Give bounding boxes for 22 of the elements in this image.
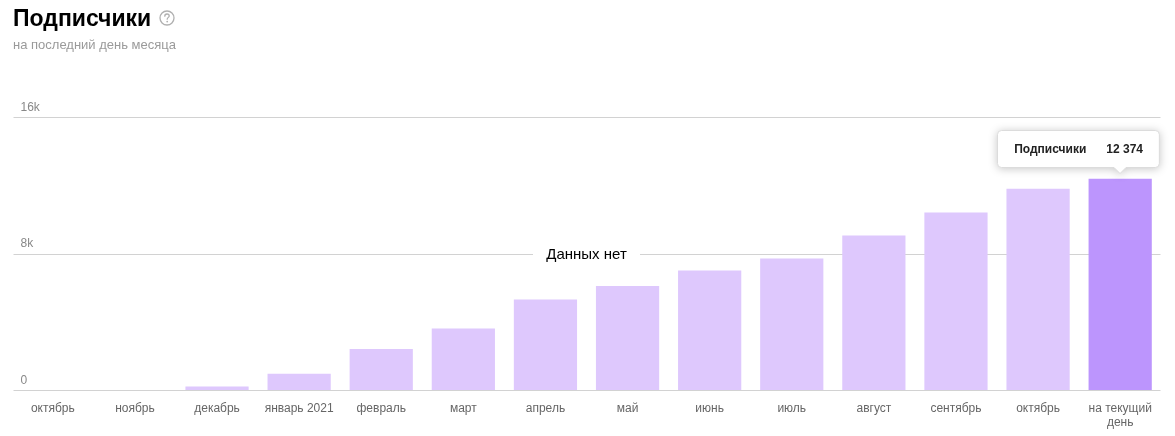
x-tick-label: декабрь	[194, 400, 240, 415]
x-tick-label: май	[616, 400, 639, 415]
x-tick-label: июль	[777, 400, 807, 415]
series-label: Подписчики	[1014, 141, 1087, 156]
y-tick-label: 8k	[20, 236, 35, 250]
x-tick-label: сентябрь	[930, 400, 982, 415]
x-tick-label: февраль	[356, 400, 406, 415]
x-tick-label: июнь	[695, 400, 724, 415]
y-tick-label: 0	[20, 372, 28, 387]
chart-subtitle: на последний день месяца	[13, 37, 176, 53]
x-tick-label: август	[856, 400, 892, 415]
chart-title: Подписчики	[13, 4, 152, 33]
x-tick-label: апрель	[525, 400, 566, 415]
y-tick-label: 16k	[20, 99, 41, 114]
x-tick-label: на текущий день	[1088, 400, 1152, 429]
data-label: 12 374	[1106, 141, 1143, 156]
x-tick-label: октябрь	[1016, 400, 1060, 415]
annotation: Данных нет	[546, 244, 627, 262]
x-tick-label: январь 2021	[264, 400, 334, 415]
x-tick-label: ноябрь	[115, 400, 155, 415]
x-tick-label: октябрь	[30, 400, 75, 415]
x-tick-label: март	[449, 400, 478, 415]
